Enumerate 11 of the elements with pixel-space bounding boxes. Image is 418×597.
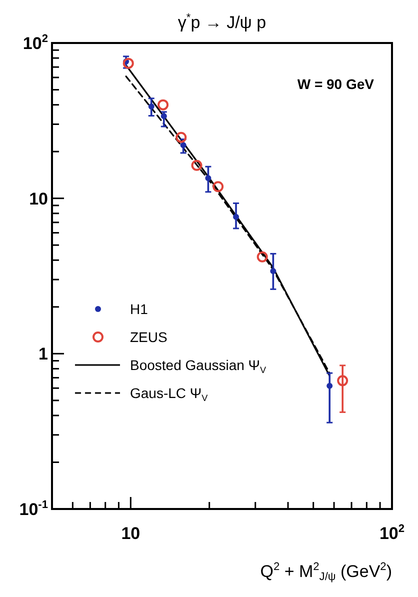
legend-label: Boosted Gaussian Ψ$_{V}$ bbox=[130, 357, 267, 375]
legend-label: ZEUS bbox=[130, 329, 168, 345]
legend-label: H1 bbox=[130, 301, 148, 317]
y-tick-label: 10$^{-1}$ bbox=[19, 499, 48, 519]
y-tick-label: 10 bbox=[29, 189, 48, 208]
legend-label: Gaus-LC Ψ$_{V}$ bbox=[130, 385, 209, 403]
chart-title: γ$^{*}$p → J/ψ p bbox=[178, 12, 266, 32]
y-tick-label: 1 bbox=[38, 344, 48, 364]
x-axis-title: Q$^{2}$ + M$^{2}$$_{J/ψ}$ (GeV$^{2}$) bbox=[260, 561, 392, 584]
y-tick-label: 10$^{2}$ bbox=[22, 33, 48, 53]
annotation: W = 90 GeV bbox=[297, 76, 375, 92]
